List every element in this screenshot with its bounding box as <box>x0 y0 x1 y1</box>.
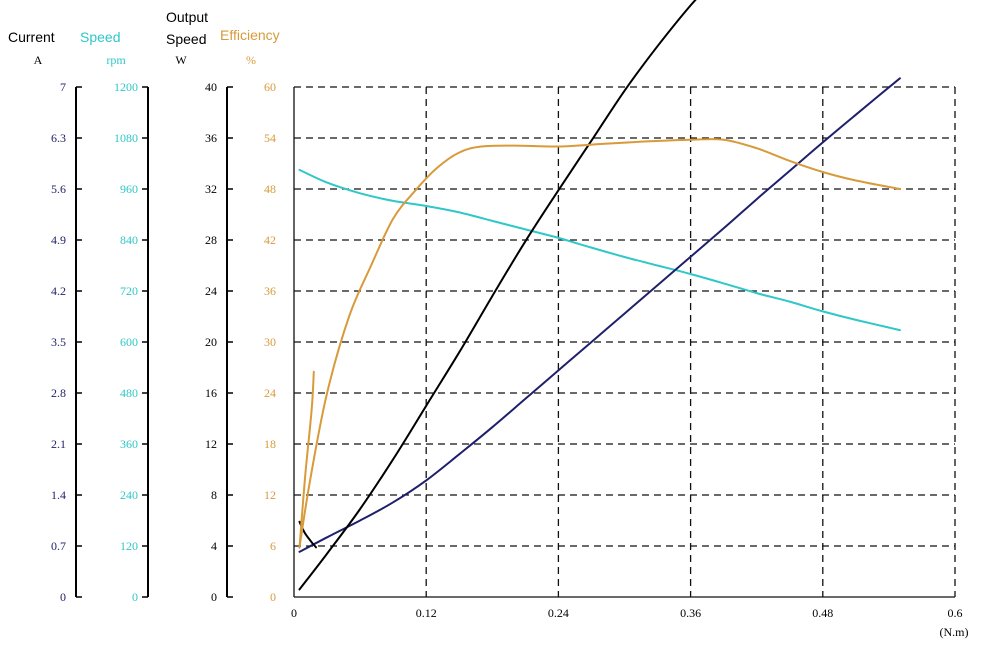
x-tick-label: 0.24 <box>548 606 569 620</box>
efficiency-tick-label: 36 <box>264 284 276 298</box>
output-tick-label: 4 <box>211 539 217 553</box>
current-tick-label: 7 <box>60 80 66 94</box>
output-tick-label: 28 <box>205 233 217 247</box>
x-tick-label: 0 <box>291 606 297 620</box>
output-tick-label: 16 <box>205 386 217 400</box>
output-series-line <box>298 0 697 591</box>
x-tick-label: 0.48 <box>812 606 833 620</box>
current-tick-label: 5.6 <box>51 182 66 196</box>
efficiency-series-line <box>298 138 901 548</box>
efficiency-tick-label: 54 <box>264 131 276 145</box>
speed-tick-label: 600 <box>120 335 138 349</box>
efficiency-tick-label: 12 <box>264 488 276 502</box>
speed-tick-label: 840 <box>120 233 138 247</box>
speed-tick-label: 0 <box>132 590 138 604</box>
speed-series-line <box>298 168 901 332</box>
output-tick-label: 0 <box>211 590 217 604</box>
speed-tick-label: 480 <box>120 386 138 400</box>
output-tick-label: 20 <box>205 335 217 349</box>
output-tick-label: 32 <box>205 182 217 196</box>
speed-axis-unit: rpm <box>106 53 126 67</box>
current-tick-label: 0.7 <box>51 539 66 553</box>
current-tick-label: 0 <box>60 590 66 604</box>
efficiency-tick-label: 24 <box>264 386 276 400</box>
current-tick-label: 2.1 <box>51 437 66 451</box>
current-tick-label: 2.8 <box>51 386 66 400</box>
x-tick-label: 0.36 <box>680 606 701 620</box>
current-tick-label: 6.3 <box>51 131 66 145</box>
efficiency-tick-label: 60 <box>264 80 276 94</box>
current-tick-label: 4.9 <box>51 233 66 247</box>
speed-tick-label: 960 <box>120 182 138 196</box>
output-axis-unit: W <box>175 53 187 67</box>
speed-tick-label: 360 <box>120 437 138 451</box>
output-tick-label: 36 <box>205 131 217 145</box>
current-series-line <box>298 77 901 553</box>
output-tick-label: 8 <box>211 488 217 502</box>
x-axis-label: (N.m) <box>940 625 969 639</box>
efficiency-tick-label: 42 <box>264 233 276 247</box>
output-tick-label: 24 <box>205 284 217 298</box>
output-tick-label: 12 <box>205 437 217 451</box>
current-axis-unit: A <box>34 53 43 67</box>
speed-tick-label: 240 <box>120 488 138 502</box>
output-axis-title-line1: Output <box>166 9 208 25</box>
output-tick-label: 40 <box>205 80 217 94</box>
speed-axis-title: Speed <box>80 29 120 45</box>
grid <box>293 86 956 598</box>
efficiency-series-line <box>298 370 315 549</box>
speed-tick-label: 720 <box>120 284 138 298</box>
output-axis-title-line2: Speed <box>166 31 206 47</box>
speed-tick-label: 1200 <box>114 80 138 94</box>
efficiency-axis-title: Efficiency <box>220 27 280 43</box>
efficiency-tick-label: 0 <box>270 590 276 604</box>
efficiency-axis-unit: % <box>246 53 256 67</box>
efficiency-tick-label: 18 <box>264 437 276 451</box>
x-tick-label: 0.12 <box>416 606 437 620</box>
series <box>298 0 901 591</box>
axes: 0 0.12 0.24 0.36 0.48 0.6 0 0.7 1.4 2.1 2.8 3.5 4.2 4… <box>51 80 963 620</box>
current-axis-title: Current <box>8 29 55 45</box>
current-tick-label: 3.5 <box>51 335 66 349</box>
efficiency-tick-label: 6 <box>270 539 276 553</box>
x-tick-label: 0.6 <box>948 606 963 620</box>
speed-tick-label: 1080 <box>114 131 138 145</box>
efficiency-tick-label: 48 <box>264 182 276 196</box>
current-tick-label: 1.4 <box>51 488 66 502</box>
efficiency-tick-label: 30 <box>264 335 276 349</box>
current-tick-label: 4.2 <box>51 284 66 298</box>
speed-tick-label: 120 <box>120 539 138 553</box>
